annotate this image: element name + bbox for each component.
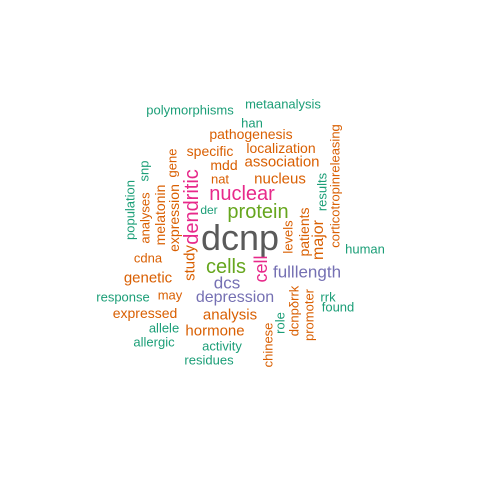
word-nuclear: nuclear bbox=[209, 183, 275, 205]
word-nat: nat bbox=[210, 171, 230, 187]
word-role: role bbox=[272, 312, 288, 334]
word-localization: localization bbox=[246, 140, 316, 156]
word-depression: depression bbox=[195, 289, 275, 306]
word-population: population bbox=[122, 180, 138, 240]
word-cdna: cdna bbox=[133, 250, 163, 266]
word-corticotropinreleasing: corticotropinreleasing bbox=[327, 124, 343, 248]
word-promoter: promoter bbox=[301, 288, 317, 342]
word-expressed: expressed bbox=[112, 305, 178, 321]
word-patients: patients bbox=[296, 207, 312, 257]
word-snp: snp bbox=[136, 160, 152, 182]
word-mdd: mdd bbox=[210, 157, 238, 173]
word-response: response bbox=[96, 289, 150, 305]
word-major: major bbox=[310, 219, 327, 261]
word-association: association bbox=[244, 153, 320, 171]
word-specific: specific bbox=[186, 143, 234, 159]
word-residues: residues bbox=[184, 352, 234, 368]
word-fulllength: fulllength bbox=[272, 262, 342, 282]
word-pathogenesis: pathogenesis bbox=[209, 126, 293, 142]
word-allele: allele bbox=[148, 320, 180, 336]
word-dcs: dcs bbox=[213, 273, 241, 293]
word-dcnp: dcnp bbox=[200, 217, 280, 258]
word-rrk: rrk bbox=[320, 289, 336, 305]
word-cells: cells bbox=[205, 256, 247, 278]
word-study: study bbox=[181, 245, 199, 281]
word-cell: cell bbox=[251, 255, 271, 283]
word-human: human bbox=[345, 241, 385, 257]
word-melatonin: melatonin bbox=[152, 184, 168, 246]
word-expression: expression bbox=[166, 184, 182, 252]
word-polymorphisms: polymorphisms bbox=[146, 102, 234, 118]
word-analysis: analysis bbox=[202, 306, 258, 324]
word-levels: levels bbox=[280, 220, 296, 254]
word-allergic: allergic bbox=[133, 334, 175, 350]
word-protein: protein bbox=[227, 201, 289, 223]
word-dcnp-delta-rrk: dcnpδrrk bbox=[286, 285, 302, 337]
word-der: der bbox=[200, 203, 218, 217]
word-may: may bbox=[157, 287, 183, 303]
word-hormone: hormone bbox=[185, 322, 245, 340]
word-results: results bbox=[314, 172, 330, 212]
word-activity: activity bbox=[202, 338, 242, 354]
word-han: han bbox=[241, 115, 263, 131]
word-nucleus: nucleus bbox=[254, 170, 306, 188]
word-dendritic: dendritic bbox=[181, 169, 203, 245]
word-metaanalysis: metaanalysis bbox=[245, 96, 321, 112]
word-analyses: analyses bbox=[137, 192, 153, 244]
word-genetic: genetic bbox=[123, 269, 173, 287]
word-found: found bbox=[321, 299, 355, 315]
word-gene: gene bbox=[164, 148, 180, 178]
